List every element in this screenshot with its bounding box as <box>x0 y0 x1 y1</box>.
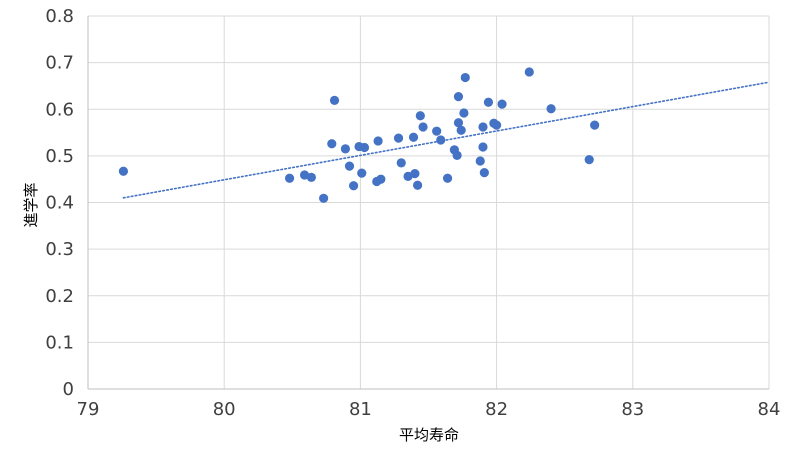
data-point <box>357 168 367 178</box>
data-point <box>344 161 355 171</box>
y-tick-label: 0.3 <box>45 239 74 260</box>
data-point <box>436 135 446 145</box>
data-point <box>492 120 502 130</box>
data-points <box>118 67 600 203</box>
data-point <box>546 104 556 114</box>
x-tick-label: 83 <box>621 399 644 420</box>
data-point <box>415 111 425 121</box>
x-axis-title: 平均寿命 <box>399 426 459 444</box>
data-point <box>340 144 351 154</box>
trendline <box>122 81 770 199</box>
data-point <box>408 132 419 142</box>
data-point <box>442 173 453 183</box>
data-point <box>456 125 466 135</box>
data-point <box>497 99 507 109</box>
data-point <box>376 174 386 184</box>
axes <box>87 16 769 390</box>
data-point <box>453 92 464 102</box>
data-point <box>478 142 488 152</box>
data-point <box>432 126 442 136</box>
tick-labels: 79 80 81 82 83 84 0 0.1 0.2 0.3 0.4 0.5 0.6 0.7 0.8 <box>45 6 780 420</box>
data-point <box>479 168 489 178</box>
trendline-path <box>122 81 770 199</box>
y-tick-label: 0.2 <box>45 286 74 307</box>
y-tick-label: 0.8 <box>45 6 74 27</box>
data-point <box>460 72 470 83</box>
data-point <box>348 181 359 191</box>
data-point <box>329 95 340 105</box>
data-point <box>452 150 462 161</box>
data-point <box>410 168 420 179</box>
data-point <box>396 158 406 168</box>
data-point <box>590 120 600 130</box>
data-point <box>284 173 295 183</box>
data-point <box>327 139 337 149</box>
x-tick-label: 79 <box>77 399 100 420</box>
y-tick-label: 0.1 <box>45 332 74 353</box>
data-point <box>584 155 594 165</box>
data-point <box>359 142 370 153</box>
data-point <box>306 172 316 182</box>
data-point <box>413 180 423 190</box>
data-point <box>118 166 129 176</box>
data-point <box>475 156 485 166</box>
data-point <box>483 97 494 107</box>
y-tick-label: 0.7 <box>45 53 74 74</box>
data-point <box>373 136 383 146</box>
data-point <box>393 133 404 143</box>
data-point <box>319 193 329 203</box>
data-point <box>478 122 488 132</box>
x-tick-label: 82 <box>485 399 508 420</box>
x-tick-label: 84 <box>758 399 781 420</box>
y-tick-label: 0.4 <box>45 193 74 214</box>
y-tick-label: 0 <box>63 379 74 400</box>
y-axis-title: 進学率 <box>22 182 40 227</box>
gridlines <box>88 15 770 389</box>
y-tick-label: 0.6 <box>45 99 74 120</box>
data-point <box>459 108 469 118</box>
x-tick-label: 80 <box>213 399 236 420</box>
data-point <box>453 118 464 128</box>
data-point <box>418 122 428 132</box>
x-tick-label: 81 <box>349 399 372 420</box>
data-point <box>524 67 534 77</box>
y-tick-label: 0.5 <box>45 146 74 167</box>
